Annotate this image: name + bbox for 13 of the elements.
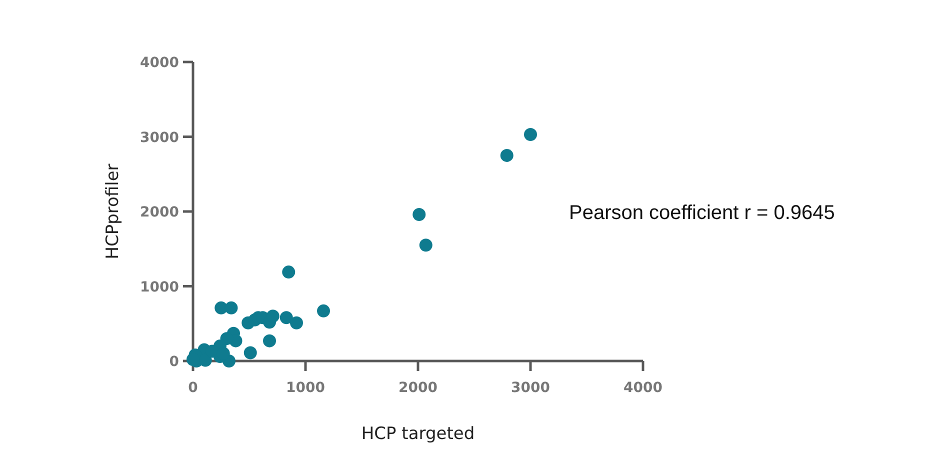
x-tick-label: 2000 — [398, 380, 438, 396]
x-tick-label: 4000 — [624, 380, 663, 396]
x-tick-label: 3000 — [511, 380, 550, 396]
y-tick-label: 2000 — [140, 204, 180, 220]
y-tick-label: 3000 — [140, 130, 180, 146]
x-axis-title: HCP targeted — [361, 424, 475, 444]
y-tick-label: 1000 — [140, 279, 180, 296]
annotation: Pearson coefficient r = 0.9645 — [569, 202, 835, 224]
y-tick-label: 4000 — [140, 55, 180, 71]
x-tick-label: 1000 — [286, 380, 326, 396]
y-axis-title: HCPprofiler — [103, 164, 123, 260]
y-tick-label: 0 — [169, 354, 180, 370]
x-tick-label: 0 — [188, 380, 198, 396]
